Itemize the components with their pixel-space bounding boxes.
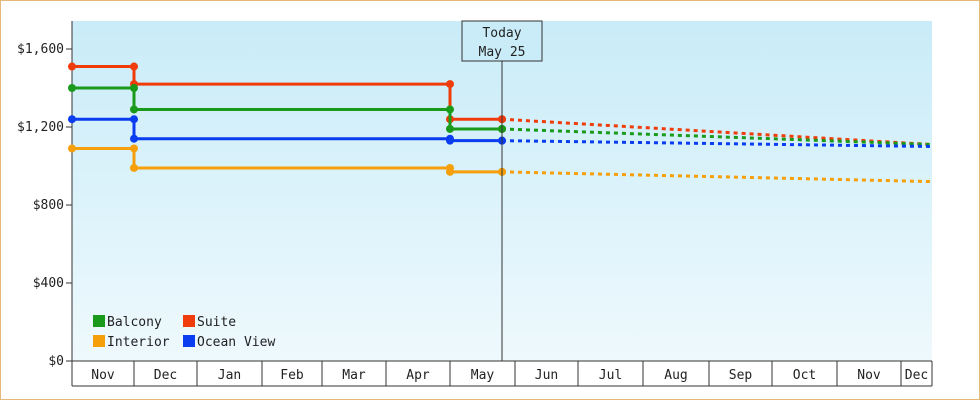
series-line-balcony: [72, 86, 502, 131]
x-tick-label: Jul: [599, 368, 622, 383]
today-marker: Today May 25: [461, 20, 543, 361]
today-label-date: May 25: [479, 45, 526, 60]
axes: $0 $400 $800 $1,200 $1,600 Nov Dec Jan Feb Mar Apr…: [17, 21, 933, 387]
x-tick-label: Nov: [91, 368, 115, 383]
series-point: [130, 105, 138, 114]
today-label-title: Today: [482, 26, 521, 41]
x-tick-label: Jan: [218, 368, 241, 383]
legend: Balcony Suite Interior Ocean View: [93, 315, 275, 350]
series-point: [68, 62, 76, 71]
x-tick-label: Oct: [793, 368, 816, 383]
series-line-interior: [72, 146, 502, 174]
legend-swatch: [183, 335, 195, 347]
legend-label: Ocean View: [197, 335, 275, 350]
series-point: [446, 167, 454, 176]
y-tick-label: $800: [33, 198, 64, 213]
x-tick-label: Feb: [280, 368, 304, 383]
series-point: [446, 80, 454, 89]
series-point: [68, 115, 76, 124]
series-point: [68, 144, 76, 153]
x-tick-label: Jun: [535, 368, 558, 383]
series-point: [446, 136, 454, 145]
x-tick-label: Aug: [664, 368, 687, 383]
series-point: [446, 105, 454, 114]
series-point: [446, 124, 454, 133]
series-point: [130, 134, 138, 143]
y-tick-label: $1,600: [17, 42, 64, 57]
series-point: [130, 115, 138, 124]
series-point: [130, 144, 138, 153]
x-tick-label: Mar: [342, 368, 366, 383]
legend-swatch: [93, 315, 105, 327]
x-tick-label: Sep: [729, 368, 753, 383]
series-line-suite: [72, 65, 502, 121]
x-tick-label: Nov: [857, 368, 881, 383]
series-point: [130, 84, 138, 92]
series-layer: [68, 62, 933, 184]
legend-label: Interior: [107, 335, 170, 350]
series-point: [130, 163, 138, 172]
y-tick-label: $1,200: [17, 120, 64, 135]
x-tick-label: Dec: [154, 368, 177, 383]
legend-label: Suite: [197, 315, 236, 330]
x-tick-label: Dec: [905, 368, 928, 383]
x-tick-label: Apr: [406, 368, 430, 383]
legend-label: Balcony: [107, 315, 162, 330]
series-point: [68, 84, 76, 92]
today-label-box: [461, 20, 543, 62]
x-tick-label: May: [471, 368, 495, 383]
series-point: [130, 62, 138, 71]
y-tick-label: $0: [48, 354, 64, 369]
legend-swatch: [183, 315, 195, 327]
legend-swatch: [93, 335, 105, 347]
series-line-ocean-view: [72, 117, 502, 143]
y-tick-label: $400: [33, 276, 64, 291]
